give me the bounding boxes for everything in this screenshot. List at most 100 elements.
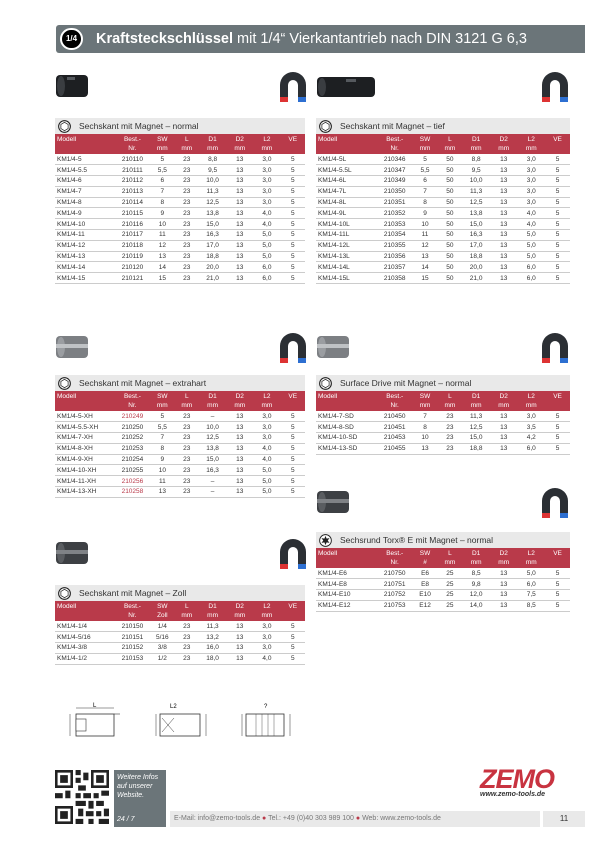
table-cell: 16,0 bbox=[199, 642, 227, 654]
table-cell: 210120 bbox=[114, 261, 151, 274]
column-header: VE bbox=[280, 134, 305, 154]
table-cell: 11 bbox=[150, 475, 175, 488]
table-cell: KM1/4-11L bbox=[316, 229, 377, 241]
column-header: Best.- Nr. bbox=[114, 601, 151, 621]
table-cell: 210355 bbox=[376, 240, 413, 252]
table-cell: 5 bbox=[545, 229, 570, 241]
table-cell: 210153 bbox=[114, 653, 151, 665]
section-title-bar: Sechskant mit Magnet – extrahart bbox=[55, 375, 305, 391]
table-cell: 23 bbox=[174, 197, 199, 209]
dimension-drawing-d2: ? bbox=[241, 704, 291, 737]
table-cell: 23 bbox=[174, 454, 199, 466]
table-row: KM1/4-1/2 210153 1/2 23 18,0 13 4,0 5 bbox=[55, 653, 305, 665]
table-cell: 6,0 bbox=[517, 578, 546, 591]
table-cell: 23 bbox=[437, 432, 463, 444]
table-cell: 5 bbox=[545, 261, 570, 274]
table-cell: 210351 bbox=[376, 197, 413, 209]
column-header: SW # bbox=[412, 548, 438, 568]
table-cell: 3,0 bbox=[253, 421, 281, 434]
table-cell: 50 bbox=[437, 261, 463, 274]
more-info-box: Weitere Infos auf unserer Website. 24 / … bbox=[114, 770, 166, 827]
table-cell: 5 bbox=[545, 600, 570, 612]
table-row: KM1/4-E8 210751 E8 25 9,8 13 6,0 5 bbox=[316, 578, 570, 591]
section-title: Sechskant mit Magnet – Zoll bbox=[79, 588, 187, 598]
table-row: KM1/4-13-XH 210258 13 23–13 5,0 5 bbox=[55, 486, 305, 498]
table-row: KM1/4-6 210112 6 23 10,0 13 3,0 5 bbox=[55, 175, 305, 187]
table-cell: 1/2 bbox=[150, 653, 175, 665]
table-row: KM1/4-7 210113 7 23 11,3 13 3,0 5 bbox=[55, 186, 305, 198]
table-cell: 5,5 bbox=[412, 164, 438, 177]
table-cell: – bbox=[199, 475, 227, 488]
table-cell: 210152 bbox=[114, 642, 151, 654]
table-cell: 5 bbox=[150, 154, 175, 166]
table-cell: 13 bbox=[489, 164, 518, 177]
table-cell: 4,0 bbox=[253, 218, 281, 231]
table-row: KM1/4-7-SD 210450 7 23 11,3 13 3,0 5 bbox=[316, 411, 570, 423]
table-cell: 13 bbox=[226, 464, 254, 477]
table-cell: 13 bbox=[226, 443, 254, 455]
table-cell: 5,0 bbox=[253, 240, 281, 252]
table-cell: 210357 bbox=[376, 261, 413, 274]
table-row: KM1/4-8L 210351 8 50 12,5 13 3,0 5 bbox=[316, 197, 570, 209]
table-cell: 3,0 bbox=[253, 186, 281, 198]
table-cell: 8 bbox=[412, 421, 438, 434]
table-cell: 3,0 bbox=[253, 432, 281, 444]
table-cell: 13 bbox=[226, 411, 254, 423]
table-cell: 18,8 bbox=[462, 251, 490, 263]
table-cell: 13 bbox=[489, 421, 518, 434]
table-cell: KM1/4-E10 bbox=[316, 589, 377, 601]
zemo-logo[interactable]: ZEMO www.zemo-tools.de bbox=[480, 764, 570, 804]
table-row: KM1/4-11 210117 11 23 16,3 13 5,0 5 bbox=[55, 229, 305, 241]
table-cell: KM1/4-7-SD bbox=[316, 411, 377, 423]
section-title-bar: Sechsrund Torx® E mit Magnet – normal bbox=[316, 532, 570, 548]
column-header: D1 mm bbox=[462, 548, 490, 568]
table-row: KM1/4-11-XH 210256 11 23–13 5,0 5 bbox=[55, 475, 305, 488]
table-cell: 12,5 bbox=[462, 197, 490, 209]
table-cell: 25 bbox=[437, 589, 463, 601]
section-title-bar: Sechskant mit Magnet – normal bbox=[55, 118, 305, 134]
magnet-icon bbox=[542, 333, 568, 363]
table-row: KM1/4-8-SD 210451 8 23 12,5 13 3,5 5 bbox=[316, 421, 570, 434]
table-cell: 15,0 bbox=[462, 218, 490, 231]
section-title-bar: Sechskant mit Magnet – Zoll bbox=[55, 585, 305, 601]
footer-email[interactable]: E-Mail: info@zemo-tools.de bbox=[174, 815, 261, 822]
table-row: KM1/4-10 210116 10 23 15,0 13 4,0 5 bbox=[55, 218, 305, 231]
table-cell: 11,3 bbox=[462, 411, 490, 423]
table-cell: 15,0 bbox=[199, 218, 227, 231]
table-cell: 5 bbox=[280, 164, 305, 177]
table-cell: KM1/4-8-SD bbox=[316, 421, 377, 434]
table-cell: E6 bbox=[412, 568, 438, 580]
table-cell: 13 bbox=[226, 207, 254, 220]
table-row: KM1/4-7L 210350 7 50 11,3 13 3,0 5 bbox=[316, 186, 570, 198]
table-cell: 5 bbox=[545, 589, 570, 601]
table-cell: 210151 bbox=[114, 631, 151, 644]
table-row: KM1/4-12L 210355 12 50 17,0 13 5,0 5 bbox=[316, 240, 570, 252]
table-cell: 210347 bbox=[376, 164, 413, 177]
table-cell: 6,0 bbox=[517, 272, 546, 285]
table-cell: 15 bbox=[412, 272, 438, 285]
column-header: L2 mm bbox=[253, 601, 281, 621]
table-cell: 13 bbox=[489, 578, 518, 591]
table-cell: 50 bbox=[437, 218, 463, 231]
table-cell: 23 bbox=[174, 218, 199, 231]
table-cell: 13 bbox=[489, 589, 518, 601]
table-cell: 3,0 bbox=[253, 154, 281, 166]
table-cell: 8,8 bbox=[462, 154, 490, 166]
footer-web[interactable]: Web: www.zemo-tools.de bbox=[362, 815, 441, 822]
footer-phone: Tel.: +49 (0)40 303 989 100 bbox=[268, 815, 354, 822]
column-header: Modell bbox=[316, 134, 377, 154]
column-header: L2 mm bbox=[517, 391, 546, 411]
table-cell: 6,0 bbox=[253, 272, 281, 285]
table-cell: 210352 bbox=[376, 207, 413, 220]
table-cell: 210110 bbox=[114, 154, 151, 166]
table-cell: 5 bbox=[545, 240, 570, 252]
table-cell: 13 bbox=[489, 218, 518, 231]
table-cell: 5,0 bbox=[517, 251, 546, 263]
table-cell: 5,0 bbox=[253, 486, 281, 498]
table-cell: 23 bbox=[174, 432, 199, 444]
qr-code[interactable] bbox=[55, 770, 109, 824]
table-cell: 210111 bbox=[114, 164, 151, 177]
column-header: D2 mm bbox=[489, 391, 518, 411]
table-cell: – bbox=[199, 411, 227, 423]
